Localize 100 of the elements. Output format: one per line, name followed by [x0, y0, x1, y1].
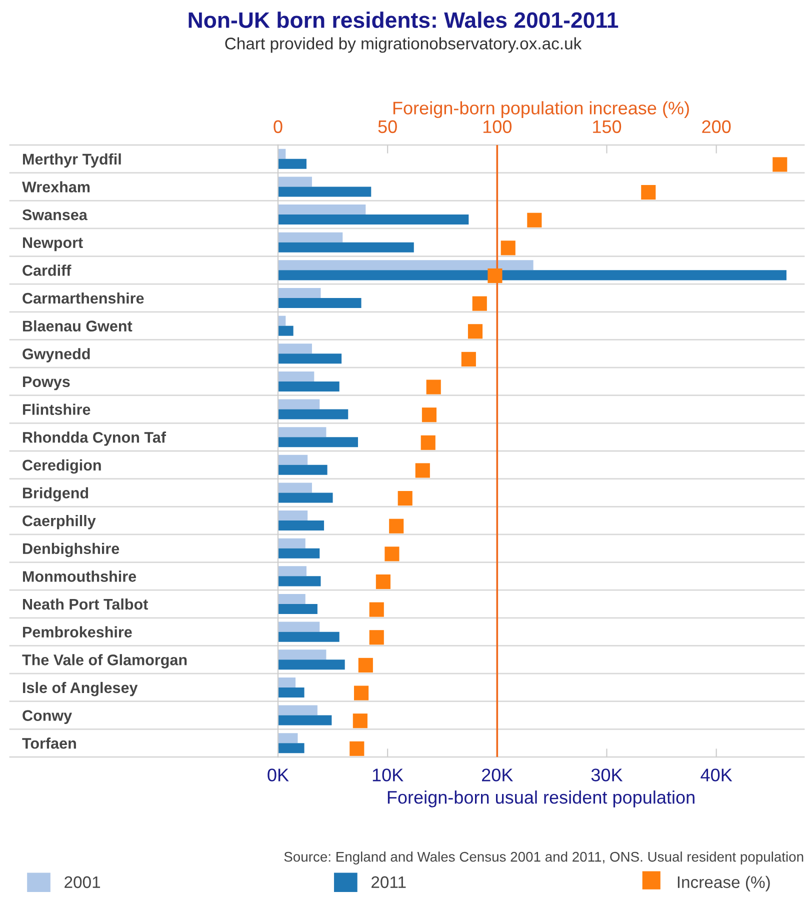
- point: [398, 491, 412, 506]
- x2-tick-label: 150: [593, 120, 622, 134]
- bar: [278, 148, 286, 159]
- bar: [278, 204, 366, 215]
- legend-label: 2011: [372, 876, 406, 888]
- point: [384, 546, 400, 562]
- y-tick-label: Monmouthshire: [23, 570, 136, 582]
- bar: [278, 270, 786, 280]
- y-tick-label: Rhondda Cynon Taf: [23, 432, 166, 446]
- bar: [278, 298, 362, 308]
- point: [426, 380, 441, 394]
- point: [527, 212, 542, 228]
- y-tick-label: Flintshire: [23, 404, 90, 415]
- bar: [278, 743, 304, 754]
- y-tick-label: Neath Port Talbot: [23, 598, 148, 610]
- point: [420, 435, 436, 450]
- x-tick-label: 10K: [372, 768, 404, 782]
- bar: [278, 650, 326, 660]
- x-tick-label: 30K: [591, 768, 623, 782]
- bar: [278, 186, 372, 197]
- point: [468, 324, 483, 339]
- bar: [278, 510, 308, 521]
- y-tick-label: The Vale of Glamorgan: [22, 654, 187, 668]
- point: [500, 240, 516, 256]
- y-tick-label: Denbighshire: [23, 542, 120, 558]
- bar: [278, 733, 298, 744]
- bar: [278, 399, 320, 410]
- bar: [278, 437, 358, 448]
- bar: [278, 548, 320, 558]
- point: [354, 686, 369, 700]
- bar: [278, 427, 326, 438]
- bar: [278, 371, 314, 382]
- point: [422, 408, 437, 422]
- bar: [278, 660, 345, 670]
- point: [358, 658, 373, 672]
- bar: [278, 464, 328, 475]
- point: [488, 268, 502, 284]
- x2-tick-label: 0: [274, 120, 282, 134]
- point: [415, 463, 430, 478]
- bar: [278, 409, 348, 420]
- bar: [278, 288, 321, 298]
- bar: [278, 354, 342, 364]
- y-tick-label: Bridgend: [23, 487, 88, 502]
- bar: [278, 492, 333, 503]
- x-tick-label: 40K: [700, 768, 732, 782]
- legend-label: 2001: [64, 876, 100, 888]
- bar: [278, 677, 296, 688]
- bar: [278, 214, 469, 225]
- y-tick-label: Carmarthenshire: [22, 292, 144, 304]
- bar: [278, 232, 343, 242]
- y-tick-label: Merthyr Tydfil: [23, 153, 121, 168]
- bar: [278, 381, 340, 392]
- y-tick-label: Gwynedd: [22, 348, 90, 362]
- bar: [278, 482, 312, 493]
- point: [376, 574, 390, 590]
- y-tick-label: Cardiff: [22, 264, 72, 276]
- x2-tick-label: 100: [483, 120, 512, 134]
- point: [369, 630, 384, 645]
- chart-title: Non-UK born residents: Wales 2001-2011: [188, 12, 618, 28]
- point: [472, 296, 487, 311]
- bar: [278, 316, 286, 326]
- point: [389, 518, 404, 534]
- bar: [278, 632, 340, 642]
- bar: [278, 538, 306, 548]
- y-tick-label: Wrexham: [22, 181, 90, 192]
- bar: [278, 344, 312, 354]
- bar: [278, 622, 320, 632]
- y-tick-label: Newport: [23, 237, 83, 252]
- x2-tick-label: 50: [378, 120, 397, 134]
- bar: [278, 158, 306, 169]
- y-tick-label: Pembrokeshire: [23, 626, 132, 638]
- bar: [278, 594, 306, 604]
- bar: [278, 242, 414, 252]
- bar: [278, 705, 318, 716]
- y-tick-label: Ceredigion: [22, 459, 101, 474]
- point: [369, 602, 384, 617]
- point: [350, 741, 364, 756]
- bar: [278, 715, 332, 726]
- y-tick-label: Torfaen: [22, 738, 76, 749]
- bar: [278, 260, 534, 270]
- bar: [278, 326, 294, 336]
- point: [461, 352, 476, 366]
- point: [352, 714, 368, 728]
- x2-axis-title: Foreign-born population increase (%): [393, 101, 689, 118]
- bar: [278, 454, 308, 465]
- bar: [278, 176, 312, 187]
- y-tick-label: Conwy: [22, 710, 72, 724]
- point: [641, 185, 656, 200]
- x-axis-title: Foreign-born usual resident population: [388, 790, 694, 808]
- bar: [278, 604, 318, 614]
- y-tick-label: Caerphilly: [22, 515, 96, 530]
- bar: [278, 520, 324, 531]
- y-tick-label: Swansea: [22, 209, 88, 220]
- y-tick-label: Blaenau Gwent: [23, 320, 132, 332]
- legend-label: Increase (%): [678, 876, 770, 892]
- bar: [278, 576, 321, 586]
- x-tick-label: 20K: [482, 768, 514, 782]
- source-note: Source: England and Wales Census 2001 and 2011, ONS. Usual resident population: [284, 852, 804, 864]
- bar: [278, 687, 304, 698]
- y-tick-label: Isle of Anglesey: [23, 682, 138, 696]
